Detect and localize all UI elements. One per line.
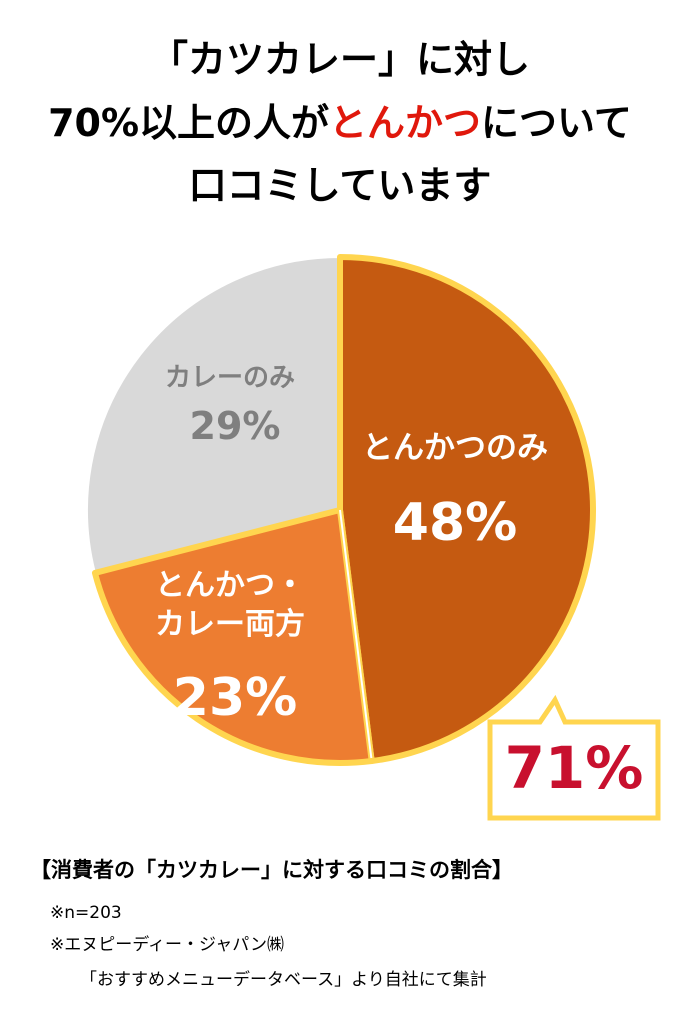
callout-value: 71% bbox=[505, 734, 644, 802]
title-highlight: とんかつ bbox=[329, 101, 481, 145]
pie-slice bbox=[337, 254, 596, 765]
slice-label: とんかつのみ bbox=[362, 430, 548, 466]
slice-label: とんかつ・カレー両方 bbox=[155, 568, 305, 642]
title-line: 70%以上の人がとんかつについて bbox=[48, 101, 632, 145]
title-part: について bbox=[481, 101, 632, 145]
note: ※エヌピーディー・ジャパン㈱ bbox=[50, 934, 284, 955]
pie bbox=[86, 254, 596, 766]
pie-slice bbox=[86, 256, 341, 574]
title-line: 口コミしています bbox=[189, 164, 492, 208]
slice-divider bbox=[339, 509, 373, 759]
note: ※n=203 bbox=[50, 903, 122, 923]
callout-box bbox=[487, 694, 661, 821]
pie-slice bbox=[91, 507, 375, 766]
title-part: 70%以上の人が bbox=[48, 101, 329, 145]
slice-value: 48% bbox=[392, 493, 518, 553]
caption: 【消費者の「カツカレー」に対する口コミの割合】 bbox=[30, 858, 513, 882]
note: 「おすすめメニューデータベース」より自社にて集計 bbox=[80, 969, 487, 990]
slice-value: 29% bbox=[189, 404, 281, 448]
slice-label: カレーのみ bbox=[164, 363, 295, 393]
title-line: 「カツカレー」に対し bbox=[150, 38, 530, 82]
slice-value: 23% bbox=[172, 668, 298, 728]
